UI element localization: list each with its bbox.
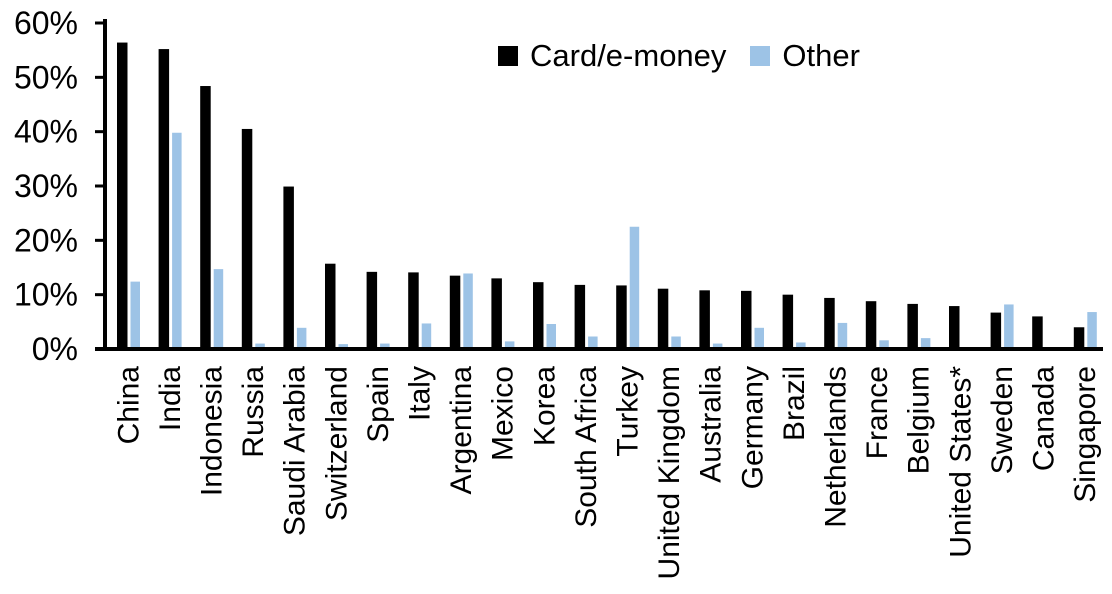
bar-other-singapore [1087, 312, 1097, 349]
x-label-belgium: Belgium [903, 366, 936, 474]
x-label-mexico: Mexico [487, 366, 520, 461]
x-label-france: France [861, 366, 894, 459]
bar-card-e-money-spain [366, 271, 378, 349]
x-label-singapore: Singapore [1069, 366, 1102, 503]
bar-other-netherlands [837, 322, 848, 349]
bar-card-e-money-belgium [907, 303, 918, 349]
x-label-india: India [154, 366, 187, 431]
bar-card-e-money-korea [533, 282, 544, 349]
x-label-canada: Canada [1027, 366, 1060, 471]
bar-other-south-africa [588, 336, 598, 349]
bar-card-e-money-india [158, 49, 170, 350]
legend-swatch-card-e-money-icon [498, 46, 518, 66]
x-label-saudi-arabia: Saudi Arabia [279, 366, 312, 536]
bar-other-italy [421, 323, 432, 349]
bar-card-e-money-indonesia [200, 86, 211, 349]
x-label-argentina: Argentina [445, 366, 478, 495]
x-label-brazil: Brazil [778, 366, 811, 441]
bar-card-e-money-netherlands [824, 297, 835, 349]
x-label-indonesia: Indonesia [195, 366, 228, 496]
bar-card-e-money-france [865, 301, 877, 349]
bar-card-e-money-russia [241, 128, 253, 349]
bar-other-united-kingdom [671, 336, 681, 349]
x-label-sweden: Sweden [986, 366, 1019, 474]
y-axis-line [103, 19, 107, 351]
x-axis-line [95, 347, 1103, 351]
bar-card-e-money-saudi-arabia [283, 186, 294, 349]
bar-card-e-money-australia [699, 290, 710, 349]
bar-other-brazil [796, 342, 806, 349]
x-label-united-states: United States* [944, 366, 977, 558]
bar-other-korea [546, 324, 556, 349]
x-label-australia: Australia [695, 366, 728, 483]
bar-other-india [172, 132, 182, 349]
x-label-netherlands: Netherlands [819, 366, 852, 528]
bar-card-e-money-canada [1032, 316, 1043, 349]
bar-card-e-money-brazil [782, 294, 794, 349]
x-label-united-kingdom: United Kingdom [653, 366, 686, 579]
y-tick-label-20: 20% [14, 222, 78, 258]
bar-other-sweden [1004, 304, 1014, 349]
bar-card-e-money-germany [741, 290, 752, 349]
bar-other-germany [754, 327, 764, 349]
bar-card-e-money-mexico [491, 278, 502, 349]
y-tick-label-60: 60% [14, 5, 78, 41]
bar-other-france [879, 340, 889, 349]
bar-card-e-money-sweden [990, 312, 1002, 349]
y-tick-label-50: 50% [14, 59, 78, 95]
y-tick-label-40: 40% [14, 114, 78, 150]
x-label-spain: Spain [362, 366, 395, 443]
bar-other-saudi-arabia [296, 327, 307, 349]
x-label-russia: Russia [237, 366, 270, 458]
legend-label-card-e-money: Card/e-money [530, 38, 727, 73]
x-label-germany: Germany [736, 366, 769, 489]
bar-card-e-money-singapore [1073, 327, 1085, 349]
y-tick-label-0: 0% [32, 331, 78, 367]
bar-other-spain [380, 343, 390, 349]
bar-other-argentina [463, 273, 473, 349]
bar-other-switzerland [338, 344, 348, 349]
bar-other-russia [255, 343, 265, 349]
bar-card-e-money-italy [408, 272, 419, 349]
bar-other-belgium [920, 338, 931, 349]
x-label-south-africa: South Africa [570, 366, 603, 528]
bar-card-e-money-china [117, 42, 128, 350]
bar-other-china [130, 281, 140, 349]
x-label-china: China [112, 366, 145, 445]
bar-card-e-money-united-kingdom [657, 288, 669, 349]
bar-other-australia [712, 343, 723, 349]
legend-label-other: Other [782, 38, 860, 73]
x-label-korea: Korea [528, 366, 561, 446]
bar-card-e-money-switzerland [325, 263, 336, 349]
chart-legend: Card/e-money Other [498, 38, 860, 74]
y-tick-label-10: 10% [14, 277, 78, 313]
legend-item-card-e-money: Card/e-money [498, 38, 726, 74]
bar-other-indonesia [213, 269, 224, 349]
legend-item-other: Other [750, 38, 860, 74]
bar-card-e-money-united-states [949, 306, 960, 349]
legend-swatch-other-icon [750, 46, 771, 66]
x-label-italy: Italy [403, 366, 436, 421]
bar-other-mexico [504, 341, 515, 349]
bar-card-e-money-turkey [616, 285, 627, 349]
y-tick-label-30: 30% [14, 168, 78, 204]
bar-card-e-money-argentina [449, 275, 461, 349]
bar-other-turkey [629, 226, 640, 349]
bar-card-e-money-south-africa [574, 284, 586, 349]
x-label-turkey: Turkey [611, 366, 644, 457]
x-label-switzerland: Switzerland [320, 366, 353, 521]
